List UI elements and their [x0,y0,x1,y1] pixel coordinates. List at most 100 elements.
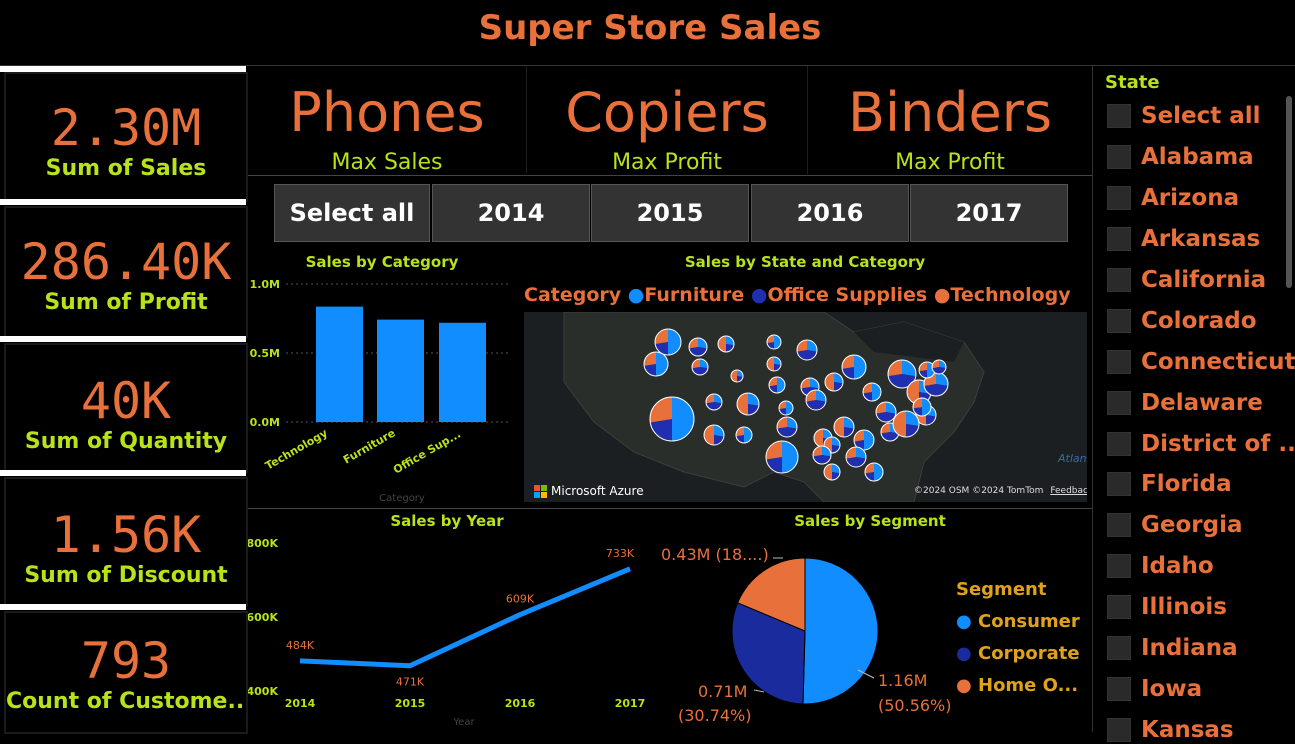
bubble-slice [863,383,872,394]
state-item-florida[interactable]: Florida [1107,470,1232,498]
map-bubble[interactable] [778,400,794,416]
bubble-slice [737,370,743,377]
map-bubble[interactable] [892,410,920,438]
checkbox[interactable] [1107,677,1131,701]
kpi-label: Sum of Profit [44,290,208,315]
bubble-outline [931,359,947,375]
state-item-delaware[interactable]: Delaware [1107,389,1263,417]
map-bubble[interactable] [833,416,855,438]
state-item-kansas[interactable]: Kansas [1107,716,1234,744]
bar-technology[interactable] [316,306,363,422]
map-bubble[interactable] [768,376,786,394]
bubble-slice [813,446,822,457]
checkbox[interactable] [1107,718,1131,742]
map-bubble[interactable] [705,393,723,411]
map-bubble[interactable] [649,396,695,442]
checkbox[interactable] [1107,268,1131,292]
map-bubble[interactable] [853,429,875,451]
year-button-2015[interactable]: 2015 [591,184,749,242]
state-item-colorado[interactable]: Colorado [1107,307,1257,335]
checkbox[interactable] [1107,636,1131,660]
checkbox[interactable] [1107,472,1131,496]
map-bubble[interactable] [654,328,682,356]
map-bubble[interactable] [730,369,744,383]
checkbox[interactable] [1107,104,1131,128]
map-bubble[interactable] [736,392,760,416]
map-bubble[interactable] [735,426,753,444]
checkbox[interactable] [1107,350,1131,374]
bubble-slice [865,472,874,481]
year-button-2016[interactable]: 2016 [751,184,909,242]
map-bubble[interactable] [823,463,841,481]
feedback-link[interactable]: Feedback [1050,486,1087,496]
state-item-california[interactable]: California [1107,266,1266,294]
checkbox[interactable] [1107,432,1131,456]
pie-slice-corporate[interactable] [731,602,806,705]
map-bubble[interactable] [643,351,669,377]
state-item-select-all[interactable]: Select all [1107,102,1261,130]
map-bubble[interactable] [875,401,897,423]
map-bubble[interactable] [688,337,708,357]
map-bubble[interactable] [776,416,798,438]
map-bubble[interactable] [812,445,832,465]
bubble-slice [782,441,798,473]
bar-furniture[interactable] [377,319,424,422]
state-item-arizona[interactable]: Arizona [1107,184,1239,212]
bar-office-sup-[interactable] [439,322,486,422]
map-bubble[interactable] [691,358,709,376]
year-button-2014[interactable]: 2014 [432,184,590,242]
pie-slice-home-office[interactable] [736,557,806,632]
year-button-2017[interactable]: 2017 [910,184,1068,242]
map-bubble[interactable] [766,334,782,350]
checkbox[interactable] [1107,391,1131,415]
state-item-georgia[interactable]: Georgia [1107,511,1243,539]
checkbox[interactable] [1107,145,1131,169]
map-bubble[interactable] [824,372,844,392]
checkbox[interactable] [1107,554,1131,578]
bubble-slice [906,411,919,427]
map-bubble[interactable] [864,462,884,482]
map-bubble[interactable] [765,440,799,474]
map-bubble[interactable] [912,397,932,417]
state-item-illinois[interactable]: Illinois [1107,593,1227,621]
bubble-slice [650,419,672,441]
checkbox[interactable] [1107,309,1131,333]
map-bubble[interactable] [796,339,818,361]
state-item-iowa[interactable]: Iowa [1107,675,1202,703]
state-item-arkansas[interactable]: Arkansas [1107,225,1260,253]
map-bubble[interactable] [931,359,947,375]
state-item-indiana[interactable]: Indiana [1107,634,1238,662]
checkbox[interactable] [1107,513,1131,537]
bubble-slice [906,424,919,437]
state-slicer-title: State [1105,72,1160,93]
kpi-label: Sum of Discount [24,563,228,588]
map-bubble[interactable] [703,424,725,446]
map-bubble[interactable] [880,422,900,442]
year-button-select-all[interactable]: Select all [274,184,430,242]
pie-slice-consumer[interactable] [802,557,879,705]
map-bubble[interactable] [845,446,867,468]
bubble-slice [774,357,781,366]
map-bubble[interactable] [805,389,827,411]
map-bubble[interactable] [717,335,735,353]
map-bubble[interactable] [862,382,882,402]
bubble-slice [854,440,864,450]
state-slicer-scrollbar[interactable] [1286,96,1292,288]
map-canvas[interactable]: Atlan Microsoft Azure ©2024 OSM ©2024 To… [524,312,1087,502]
map-bubble[interactable] [766,356,782,372]
bubble-slice [822,446,831,457]
state-item-connecticut[interactable]: Connecticut [1107,348,1295,376]
state-item-idaho[interactable]: Idaho [1107,552,1214,580]
map-bubble[interactable] [887,359,917,389]
leader-line [857,669,875,679]
checkbox[interactable] [1107,227,1131,251]
x-tick-label: Furniture [341,426,398,466]
map-bubble[interactable] [841,354,867,380]
slicer-divider [1092,66,1093,732]
state-item-district-of-columbia[interactable]: District of ... [1107,430,1295,458]
checkbox[interactable] [1107,595,1131,619]
bubble-outline [705,393,723,411]
checkbox[interactable] [1107,186,1131,210]
state-item-alabama[interactable]: Alabama [1107,143,1254,171]
x-tick-label: 2016 [505,697,536,710]
